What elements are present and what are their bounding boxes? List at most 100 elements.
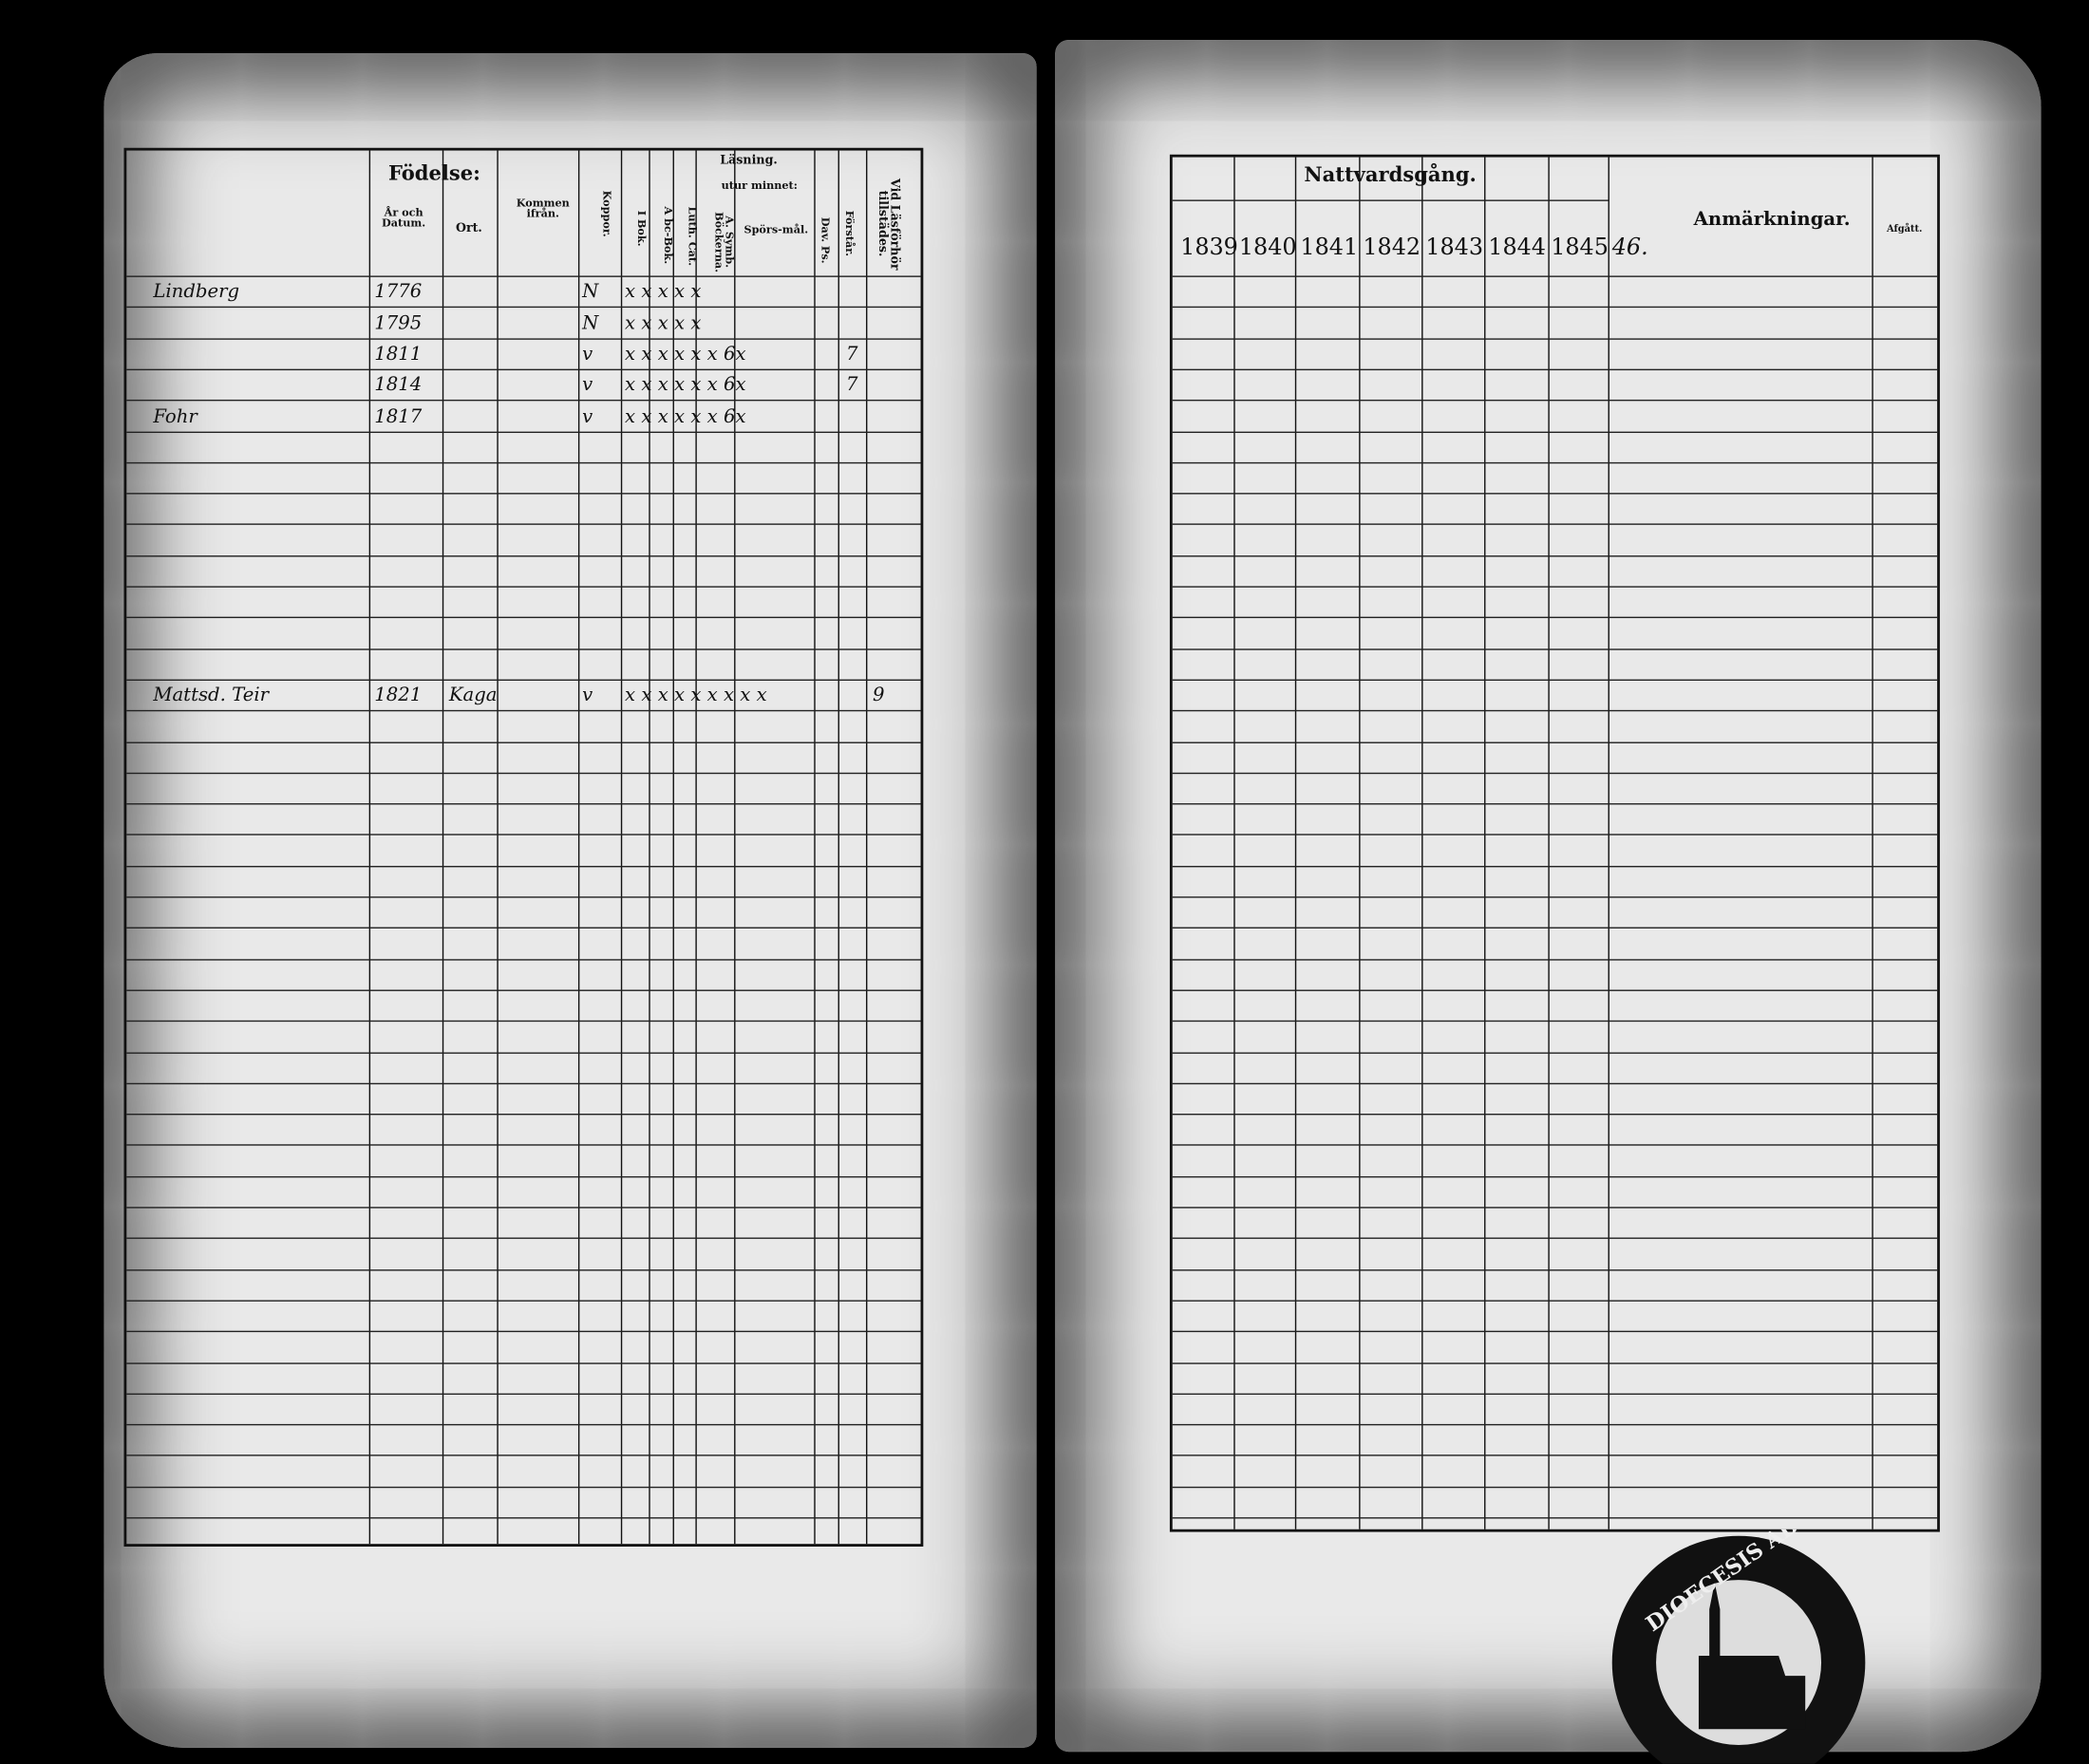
entry-marks: x x x x x x x x x	[625, 685, 767, 706]
row-line	[126, 1207, 921, 1209]
column-divider	[814, 150, 816, 1545]
row-line	[1172, 307, 1938, 309]
right-page: Nattvardsgång. Anmärkningar. Afgått. 183…	[1055, 40, 2042, 1753]
row-line	[126, 1051, 921, 1054]
header-nattvardsgang: Nattvardsgång.	[1304, 162, 1477, 187]
row-line	[1172, 1051, 1938, 1054]
entry-koppor: v	[582, 685, 593, 706]
left-register-table: Födelse: År och Datum. Ort. Kommen ifrån…	[123, 147, 924, 1547]
header-divider	[1172, 199, 1609, 201]
row-line	[126, 772, 921, 774]
row-line	[126, 1424, 921, 1426]
year-1845: 1845	[1551, 234, 1609, 262]
row-line	[1172, 1144, 1938, 1147]
column-divider	[672, 150, 674, 1545]
entry-koppor: v	[582, 374, 593, 396]
row-line	[126, 1330, 921, 1333]
row-line	[126, 523, 921, 526]
entry-year: 1776	[374, 281, 423, 303]
header-fodelse: Födelse:	[387, 160, 480, 186]
year-1839: 1839	[1180, 234, 1238, 262]
row-line	[126, 1237, 921, 1240]
year-1842: 1842	[1363, 234, 1421, 262]
row-line	[126, 368, 921, 370]
row-line	[1172, 586, 1938, 588]
header-abc-bok: A bc-Bok.	[662, 206, 676, 265]
row-line	[1172, 1454, 1938, 1457]
row-line	[1172, 927, 1938, 929]
row-line	[126, 586, 921, 588]
row-line	[126, 617, 921, 619]
column-divider	[1421, 157, 1423, 1529]
column-divider	[497, 150, 499, 1545]
row-line	[1172, 741, 1938, 743]
header-sporsmal: Spörs-mål.	[743, 222, 809, 236]
entry-koppor: N	[582, 312, 599, 334]
row-line	[126, 1144, 921, 1147]
header-vid-lasforhor: Vid Läsförhör tillstädes.	[875, 178, 901, 270]
left-page: Födelse: År och Datum. Ort. Kommen ifrån…	[104, 53, 1037, 1748]
row-line	[1172, 1021, 1938, 1023]
row-line	[126, 554, 921, 557]
entry-koppor: v	[582, 343, 593, 366]
row-line	[126, 896, 921, 898]
row-line	[1172, 989, 1938, 991]
entry-name: Mattsd. Teir	[153, 685, 269, 706]
row-line	[126, 1082, 921, 1084]
row-line	[1172, 710, 1938, 712]
row-line	[126, 337, 921, 340]
header-anmarkningar: Anmärkningar.	[1693, 209, 1851, 231]
row-line	[1172, 679, 1938, 681]
column-divider	[695, 150, 697, 1545]
row-line	[126, 1268, 921, 1270]
entry-marks: x x x x x x 6x	[625, 405, 746, 427]
entry-year: 1811	[374, 343, 423, 366]
diocese-stamp: DIOECESIS ABOENSIS	[1611, 1529, 1872, 1764]
row-line	[1172, 896, 1938, 898]
row-line	[1172, 865, 1938, 867]
row-line	[1172, 275, 1938, 277]
row-line	[1172, 1424, 1938, 1426]
entry-year: 1795	[374, 312, 423, 334]
row-line	[126, 430, 921, 433]
row-line	[126, 679, 921, 681]
entry-name: Lindberg	[153, 281, 240, 303]
entry-name: Fohr	[153, 405, 198, 427]
entry-year: 1817	[374, 405, 423, 427]
row-line	[126, 461, 921, 463]
year-1841: 1841	[1300, 234, 1359, 262]
entry-koppor: v	[582, 405, 593, 427]
row-line	[1172, 1486, 1938, 1488]
row-line	[1172, 1517, 1938, 1519]
row-line	[126, 1393, 921, 1395]
header-i-bok: I Bok.	[635, 210, 649, 247]
year-1840: 1840	[1238, 234, 1297, 262]
entry-year: 1814	[374, 374, 423, 396]
row-line	[1172, 1393, 1938, 1395]
entry-year: 1821	[374, 685, 423, 706]
row-line	[1172, 461, 1938, 463]
header-ar-och-datum: År och Datum.	[382, 205, 426, 230]
row-line	[1172, 772, 1938, 774]
row-line	[1172, 368, 1938, 370]
entry-marks: x x x x x	[625, 281, 702, 303]
header-symb-bocker: A. Symb. Böckerna.	[712, 212, 737, 273]
entry-forstar: 7	[845, 374, 858, 396]
row-line	[126, 1021, 921, 1023]
entry-marks: x x x x x	[625, 312, 702, 334]
row-line	[1172, 958, 1938, 961]
row-line	[126, 989, 921, 991]
column-divider	[577, 150, 580, 1545]
header-ort: Ort.	[455, 222, 482, 236]
header-afgatt: Afgått.	[1887, 222, 1923, 235]
row-line	[126, 400, 921, 402]
header-koppor: Koppor.	[600, 190, 614, 237]
year-46: 46.	[1611, 234, 1648, 262]
column-divider	[1872, 157, 1873, 1529]
year-1844: 1844	[1488, 234, 1546, 262]
row-line	[126, 647, 921, 650]
row-line	[1172, 1361, 1938, 1364]
column-divider	[442, 150, 444, 1545]
entry-koppor: N	[582, 281, 599, 303]
